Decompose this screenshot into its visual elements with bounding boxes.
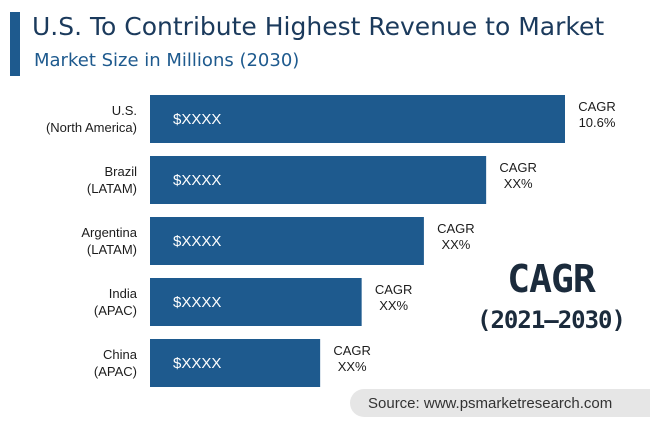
category-label: Argentina (LATAM) <box>81 225 137 257</box>
cagr-label-line: CAGR <box>499 160 537 175</box>
bar <box>150 95 565 143</box>
cagr-label-line: CAGR <box>578 99 616 114</box>
bar <box>150 339 321 387</box>
category-label-line: (LATAM) <box>87 181 137 196</box>
category-label-line: (APAC) <box>94 364 137 379</box>
cagr-label: CAGR XX% <box>375 282 413 313</box>
cagr-label-line: 10.6% <box>579 115 616 130</box>
cagr-label: CAGR XX% <box>437 221 475 252</box>
category-label-line: (APAC) <box>94 303 137 318</box>
category-label: India (APAC) <box>94 286 138 318</box>
cagr-label: CAGR XX% <box>333 343 371 374</box>
title-accent-bar <box>10 12 20 76</box>
cagr-label-line: CAGR <box>437 221 475 236</box>
cagr-label: CAGR 10.6% <box>578 99 616 130</box>
source-text: Source: www.psmarketresearch.com <box>368 395 613 412</box>
bar <box>150 217 424 265</box>
category-label-line: Argentina <box>81 225 137 240</box>
category-label-line: (North America) <box>46 120 137 135</box>
category-label: U.S. (North America) <box>46 103 137 135</box>
cagr-label-line: XX% <box>504 176 533 191</box>
category-label: China (APAC) <box>94 347 138 379</box>
category-label: Brazil (LATAM) <box>87 164 137 196</box>
bar-value-label: $XXXX <box>173 233 221 250</box>
category-label-line: U.S. <box>112 103 137 118</box>
category-label-line: China <box>103 347 138 362</box>
chart-subtitle: Market Size in Millions (2030) <box>34 50 300 71</box>
cagr-label: CAGR XX% <box>499 160 537 191</box>
category-label-line: India <box>109 286 138 301</box>
chart-title: U.S. To Contribute Highest Revenue to Ma… <box>32 12 605 41</box>
source-pill <box>350 389 650 417</box>
cagr-label-line: CAGR <box>375 282 413 297</box>
bar <box>150 156 487 204</box>
category-label-line: Brazil <box>104 164 137 179</box>
cagr-label-line: XX% <box>441 237 470 252</box>
cagr-label-line: CAGR <box>333 343 371 358</box>
bar-value-label: $XXXX <box>173 355 221 372</box>
category-label-line: (LATAM) <box>87 242 137 257</box>
cagr-label-line: XX% <box>379 298 408 313</box>
bar-value-label: $XXXX <box>173 294 221 311</box>
cagr-label-line: XX% <box>338 359 367 374</box>
cagr-period: (2021–2030) <box>477 306 626 334</box>
cagr-heading: CAGR <box>507 257 596 301</box>
bar <box>150 278 362 326</box>
bar-value-label: $XXXX <box>173 172 221 189</box>
bar-value-label: $XXXX <box>173 111 221 128</box>
